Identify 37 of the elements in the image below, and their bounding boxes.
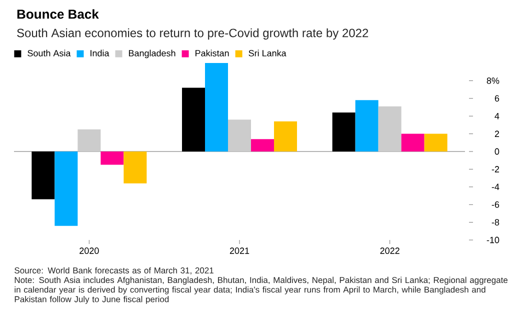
- text: Note: South Asia includes Afghanistan, Bangladesh, Bhutan, India, Maldives, Nepal, Pakistan and Sri Lanka; Regional aggregate in calendar year is derived by converting fiscal year data; India's fiscal year runs from April to March, while Bangladesh and Pakistan follow July to June fiscal period: [14, 276, 508, 304]
- bar: [355, 100, 378, 152]
- bar: [205, 63, 228, 152]
- y-tick-label: -10: [486, 236, 500, 244]
- x-tick-label: 2021: [230, 248, 250, 254]
- y-tick-label: -4: [492, 184, 500, 190]
- legend-label: Bangladesh: [128, 50, 176, 58]
- x-tick-label: 2020: [80, 248, 99, 254]
- bar: [401, 134, 424, 152]
- y-tick-label: 6: [494, 95, 500, 102]
- legend-label: Pakistan: [196, 50, 229, 56]
- bar: [100, 152, 124, 165]
- y-tick-label: -2: [492, 166, 500, 172]
- bar: [54, 152, 78, 226]
- bar: [274, 121, 298, 152]
- chart-subtitle: South Asian economies to return to pre-Covid growth rate by 2022: [17, 28, 368, 40]
- bar: [32, 152, 55, 200]
- bar: [182, 88, 205, 152]
- bar: [228, 120, 252, 152]
- y-tick-label: 8%: [486, 78, 500, 84]
- bar: [78, 129, 101, 152]
- legend-label: India: [90, 50, 110, 56]
- y-tick-label: -8: [492, 219, 500, 226]
- y-tick-label: 0: [494, 148, 500, 155]
- y-tick-label: 4: [494, 113, 500, 120]
- bar: [424, 134, 448, 152]
- source-note: Source: World Bank forecasts as of March 31, 2021: [14, 267, 214, 274]
- bar: [251, 139, 274, 152]
- y-tick-label: 2: [494, 130, 500, 137]
- x-tick-label: 2022: [380, 248, 400, 254]
- legend-label: South Asia: [28, 50, 71, 56]
- legend-label: Sri Lanka: [248, 50, 286, 56]
- bar: [332, 112, 356, 152]
- bar: [378, 106, 402, 152]
- chart-title: Bounce Back: [17, 9, 99, 19]
- bar: [124, 152, 147, 184]
- y-tick-label: -6: [492, 201, 500, 208]
